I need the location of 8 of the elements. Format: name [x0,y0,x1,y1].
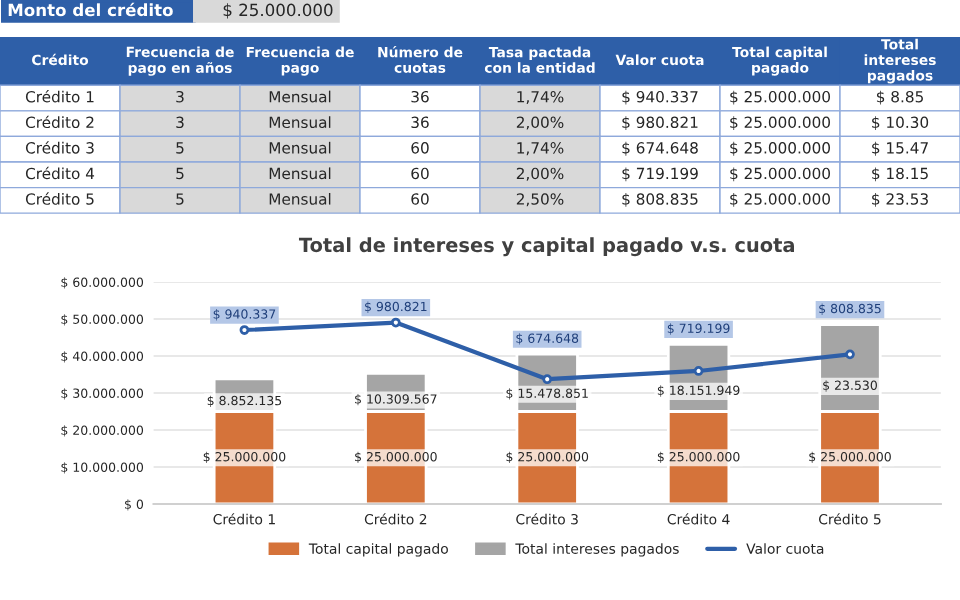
point [542,374,553,385]
point [239,325,250,335]
chart-title: Total de intereses y capital pagado v.s. cuota [298,237,794,257]
point [845,349,855,360]
point [693,366,704,376]
text: Monto del crédito [8,2,173,17]
text: $ 25.000.000 [223,3,333,19]
point [390,317,401,328]
